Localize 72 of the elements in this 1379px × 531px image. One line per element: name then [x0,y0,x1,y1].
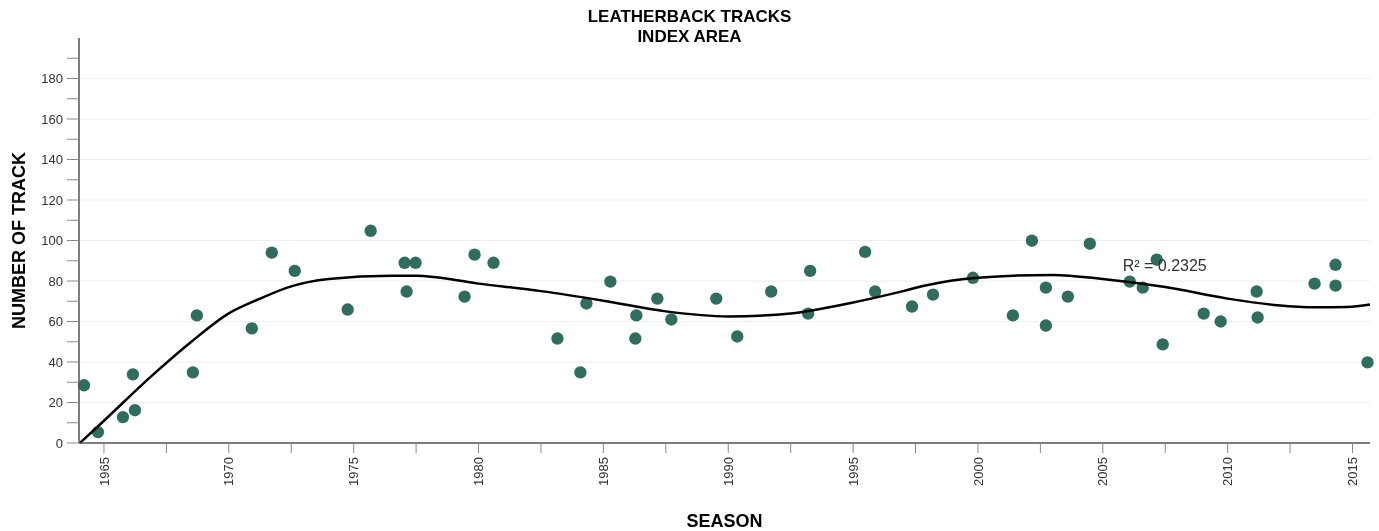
point [1061,290,1075,303]
point [458,290,471,303]
x-tick-label: 1995 [845,457,861,486]
point [1250,285,1263,298]
x-tick-label: 1985 [595,457,611,486]
point [1329,258,1342,271]
x-tick-label: 2015 [1345,457,1361,486]
point [1006,309,1020,322]
point [858,245,872,259]
point [551,332,564,345]
x-tick-label: 1970 [221,457,237,486]
chart-title: LEATHERBACK TRACKS [587,7,792,26]
point [803,264,817,278]
x-tick-label: 2005 [1095,457,1111,486]
point [1197,307,1210,320]
point [651,292,664,305]
point [765,285,778,298]
y-tick-label: 160 [41,111,63,127]
y-tick-label: 60 [48,314,63,330]
point [468,248,481,261]
x-tick-label: 1965 [96,457,112,486]
point [245,322,258,335]
point [630,309,643,322]
y-tick-label: 80 [48,273,63,289]
y-axis-title: NUMBER OF TRACK [9,152,29,329]
point [288,264,301,278]
point [665,313,678,326]
point [868,285,882,298]
point [1308,277,1321,290]
point [1083,237,1097,250]
point [629,332,642,345]
annotation: R² = 0.2325 [1122,256,1207,274]
x-tick-label: 1975 [346,457,362,486]
y-tick-label: 0 [55,435,63,451]
x-tick-label: 2010 [1220,457,1236,486]
point [1329,279,1342,292]
point [128,404,142,417]
point [400,285,413,298]
point [1039,281,1053,294]
x-tick-label: 2000 [970,457,986,486]
y-tick-label: 180 [41,71,63,87]
point [926,288,940,301]
point [905,300,919,313]
point [398,256,411,269]
point [574,366,587,379]
point [1361,356,1374,369]
point [265,246,278,259]
point [604,275,617,288]
y-tick-label: 40 [48,354,63,370]
point [1039,319,1053,332]
x-tick-label: 1990 [720,457,736,486]
y-tick-label: 140 [41,152,63,168]
point [1025,234,1039,247]
point [1251,311,1264,324]
y-tick-label: 120 [41,192,63,208]
point [409,256,422,269]
point [731,330,744,343]
point [190,309,204,322]
point [710,292,723,305]
point [487,256,500,269]
x-tick-label: 1980 [471,457,487,486]
point [341,303,354,316]
point [186,366,200,379]
point [126,368,140,381]
x-axis-title: SEASON [686,511,763,531]
y-tick-label: 100 [41,233,63,249]
point [1214,315,1227,328]
point [364,224,377,237]
point [116,410,130,424]
point [1156,338,1169,351]
y-tick-label: 20 [48,395,63,411]
chart-subtitle: INDEX AREA [637,27,742,46]
